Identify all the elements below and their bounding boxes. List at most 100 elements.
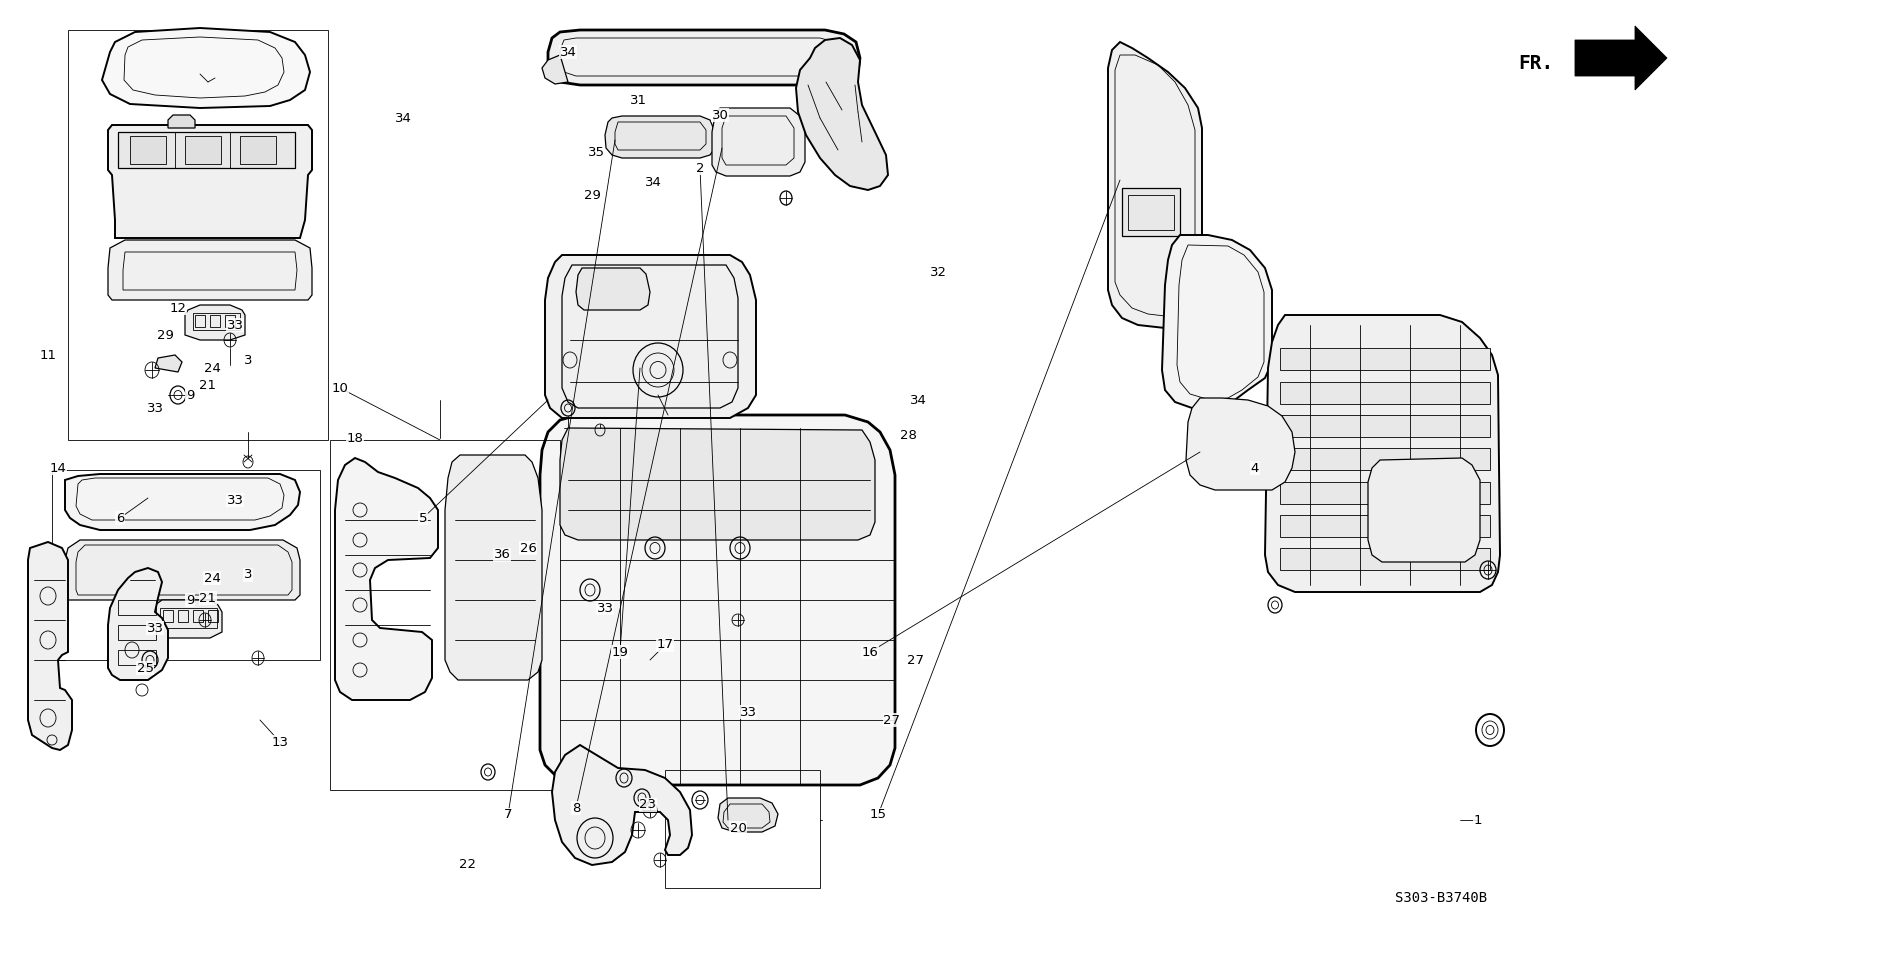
Polygon shape (118, 476, 252, 525)
Bar (196, 315, 205, 327)
Bar (331, 440, 560, 790)
Text: 26: 26 (519, 541, 536, 554)
Bar (184, 136, 222, 164)
Polygon shape (545, 255, 756, 418)
Polygon shape (1575, 26, 1668, 90)
Text: 14: 14 (49, 462, 66, 474)
Text: 22: 22 (459, 858, 476, 872)
Text: 2: 2 (696, 162, 705, 175)
Text: 31: 31 (630, 94, 647, 106)
Text: 33: 33 (739, 706, 756, 719)
Text: 24: 24 (203, 361, 220, 375)
Text: 25: 25 (137, 662, 154, 675)
Text: 11: 11 (39, 349, 56, 361)
Text: 33: 33 (226, 493, 244, 507)
Text: 3: 3 (244, 354, 252, 366)
Text: 36: 36 (494, 549, 511, 561)
Text: 18: 18 (346, 431, 363, 445)
Bar (68, 30, 327, 440)
Polygon shape (1107, 42, 1201, 328)
Text: 23: 23 (639, 798, 656, 812)
Polygon shape (28, 542, 71, 750)
Polygon shape (540, 415, 895, 785)
Text: 15: 15 (869, 809, 887, 821)
Polygon shape (107, 125, 312, 238)
Bar (130, 136, 165, 164)
Bar (1280, 448, 1491, 470)
Polygon shape (152, 600, 222, 638)
Bar (1280, 482, 1491, 504)
Bar (226, 315, 235, 327)
Text: 21: 21 (199, 592, 216, 604)
Polygon shape (547, 30, 859, 85)
Text: 21: 21 (199, 379, 216, 392)
Polygon shape (128, 638, 154, 655)
Text: 35: 35 (587, 145, 605, 159)
Bar (241, 136, 276, 164)
Text: 16: 16 (861, 645, 878, 659)
Text: 33: 33 (147, 402, 164, 415)
Polygon shape (184, 305, 244, 340)
Polygon shape (605, 116, 714, 158)
Polygon shape (118, 132, 295, 168)
Bar (1280, 548, 1491, 570)
Polygon shape (541, 55, 568, 84)
Polygon shape (66, 474, 301, 530)
Polygon shape (107, 240, 312, 300)
Bar (209, 610, 218, 622)
Bar (1280, 348, 1491, 370)
Bar (666, 770, 820, 888)
Bar (53, 470, 320, 660)
Bar (164, 610, 173, 622)
Text: 6: 6 (117, 511, 124, 525)
Polygon shape (102, 28, 310, 108)
Text: 12: 12 (169, 301, 186, 315)
Text: 27: 27 (906, 654, 923, 666)
Text: 5: 5 (419, 511, 427, 525)
Bar (1122, 188, 1181, 236)
Text: 30: 30 (711, 108, 728, 121)
Text: 24: 24 (203, 572, 220, 584)
Polygon shape (575, 268, 650, 310)
Text: 28: 28 (899, 428, 916, 442)
Bar (1280, 515, 1491, 537)
Bar (1280, 382, 1491, 404)
Polygon shape (718, 798, 778, 832)
Text: 19: 19 (611, 645, 628, 659)
Text: 10: 10 (331, 381, 348, 395)
Bar (118, 625, 156, 640)
Bar (194, 610, 203, 622)
Polygon shape (446, 455, 541, 680)
Bar (1128, 195, 1173, 230)
Bar (179, 610, 188, 622)
Text: 33: 33 (226, 318, 244, 332)
Text: 33: 33 (147, 621, 164, 635)
Polygon shape (713, 108, 805, 176)
Text: 17: 17 (656, 639, 673, 651)
Text: 1: 1 (1474, 814, 1481, 827)
Polygon shape (66, 540, 301, 600)
Text: 8: 8 (572, 801, 581, 815)
Text: 27: 27 (884, 713, 901, 727)
Text: 34: 34 (395, 112, 412, 124)
Text: 29: 29 (583, 188, 600, 202)
Text: 32: 32 (929, 266, 946, 278)
Polygon shape (1162, 235, 1273, 408)
Polygon shape (167, 115, 196, 128)
Polygon shape (795, 38, 887, 190)
Polygon shape (560, 428, 874, 540)
Polygon shape (1265, 315, 1500, 592)
Bar (211, 315, 220, 327)
Text: 3: 3 (244, 569, 252, 581)
Text: 33: 33 (596, 601, 613, 615)
Bar (118, 600, 156, 615)
Text: 9: 9 (186, 594, 194, 606)
Text: FR.: FR. (1517, 54, 1553, 73)
Bar (1280, 415, 1491, 437)
Text: 34: 34 (560, 46, 577, 58)
Polygon shape (553, 745, 692, 865)
Polygon shape (107, 568, 167, 680)
Text: 20: 20 (729, 821, 746, 835)
Polygon shape (1186, 398, 1295, 490)
Text: 29: 29 (156, 329, 173, 341)
